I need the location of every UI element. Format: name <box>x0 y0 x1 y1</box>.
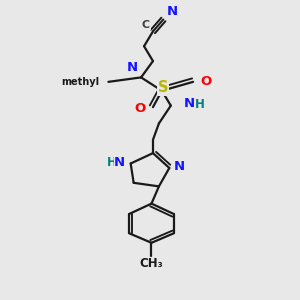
Text: N: N <box>127 61 138 74</box>
Text: H: H <box>195 98 205 111</box>
Text: O: O <box>134 102 146 115</box>
Text: N: N <box>184 97 195 110</box>
Text: C: C <box>142 20 150 30</box>
Text: CH₃: CH₃ <box>140 257 164 270</box>
Text: N: N <box>166 5 178 18</box>
Text: methyl: methyl <box>61 77 100 87</box>
Text: H: H <box>106 155 116 169</box>
Text: O: O <box>200 75 212 88</box>
Text: S: S <box>158 80 169 95</box>
Text: N: N <box>174 160 185 173</box>
Text: N: N <box>114 155 125 169</box>
